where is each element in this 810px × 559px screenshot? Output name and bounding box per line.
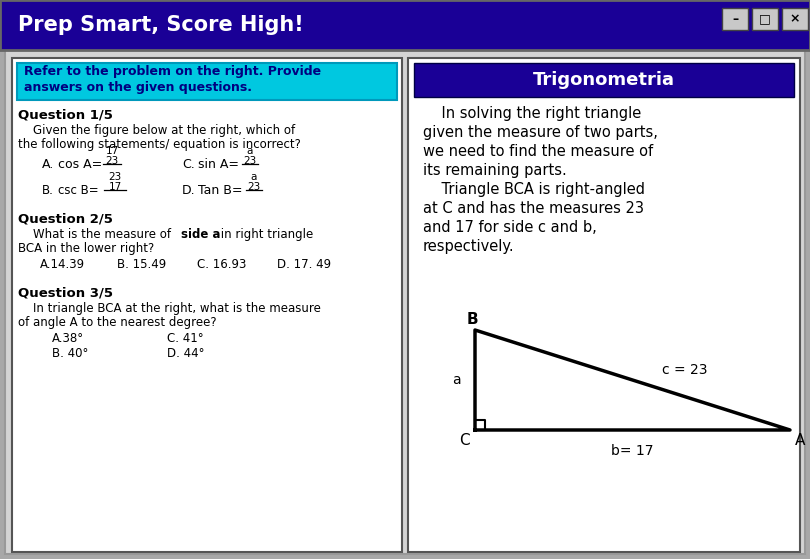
Text: In triangle BCA at the right, what is the measure: In triangle BCA at the right, what is th… [18, 302, 321, 315]
Text: sin A=: sin A= [198, 158, 239, 171]
Text: Question 3/5: Question 3/5 [18, 286, 113, 299]
Text: Prep Smart, Score High!: Prep Smart, Score High! [18, 15, 304, 35]
Bar [0, 0, 810, 50]
Text: the following statements/ equation is incorrect?: the following statements/ equation is in… [18, 138, 301, 151]
Bar [414, 63, 794, 97]
Text: 23: 23 [109, 172, 122, 182]
Text: its remaining parts.: its remaining parts. [423, 163, 567, 178]
Text: D. 44°: D. 44° [167, 347, 204, 360]
Text: 23: 23 [105, 156, 118, 166]
Text: at C and has the measures 23: at C and has the measures 23 [423, 201, 644, 216]
Text: a: a [251, 172, 258, 182]
Text: 17: 17 [105, 146, 118, 156]
Text: 23: 23 [247, 182, 261, 192]
Bar [752, 8, 778, 30]
Text: C.: C. [182, 158, 194, 171]
Text: Trigonometria: Trigonometria [533, 71, 675, 89]
Text: A.38°: A.38° [52, 332, 84, 345]
Text: b= 17: b= 17 [612, 444, 654, 458]
Text: Refer to the problem on the right. Provide: Refer to the problem on the right. Provi… [24, 65, 321, 78]
Text: C. 41°: C. 41° [167, 332, 203, 345]
Text: and 17 for side c and b,: and 17 for side c and b, [423, 220, 597, 235]
Text: a: a [247, 146, 254, 156]
Text: in right triangle: in right triangle [217, 228, 313, 241]
Text: C: C [459, 433, 470, 448]
Bar [408, 58, 800, 552]
Text: Given the figure below at the right, which of: Given the figure below at the right, whi… [18, 124, 295, 137]
Text: of angle A to the nearest degree?: of angle A to the nearest degree? [18, 316, 216, 329]
Text: B. 15.49: B. 15.49 [117, 258, 166, 271]
Text: 23: 23 [243, 156, 257, 166]
Text: BCA in the lower right?: BCA in the lower right? [18, 242, 154, 255]
Text: respectively.: respectively. [423, 239, 514, 254]
Text: 17: 17 [109, 182, 122, 192]
Text: Tan B=: Tan B= [198, 184, 242, 197]
Text: we need to find the measure of: we need to find the measure of [423, 144, 653, 159]
Text: csc B=: csc B= [58, 184, 99, 197]
Text: B.: B. [42, 184, 54, 197]
Text: c = 23: c = 23 [663, 363, 708, 377]
Text: –: – [732, 12, 738, 26]
Text: □: □ [759, 12, 771, 26]
Text: Triangle BCA is right-angled: Triangle BCA is right-angled [423, 182, 645, 197]
Text: side a: side a [181, 228, 220, 241]
Text: D. 17. 49: D. 17. 49 [277, 258, 331, 271]
Text: given the measure of two parts,: given the measure of two parts, [423, 125, 658, 140]
Text: B. 40°: B. 40° [52, 347, 88, 360]
Bar [782, 8, 808, 30]
Text: Question 1/5: Question 1/5 [18, 108, 113, 121]
Bar [12, 58, 402, 552]
Text: What is the measure of: What is the measure of [18, 228, 175, 241]
Text: In solving the right triangle: In solving the right triangle [423, 106, 642, 121]
Text: Question 2/5: Question 2/5 [18, 212, 113, 225]
Text: A.: A. [42, 158, 54, 171]
Text: ×: × [790, 12, 800, 26]
Text: D.: D. [182, 184, 196, 197]
Bar [722, 8, 748, 30]
Text: A: A [795, 433, 805, 448]
Text: A.14.39: A.14.39 [40, 258, 85, 271]
Text: cos A=: cos A= [58, 158, 102, 171]
Text: B: B [467, 312, 478, 327]
Text: a: a [452, 373, 461, 387]
Text: answers on the given questions.: answers on the given questions. [24, 81, 252, 94]
Bar [17, 63, 397, 100]
Text: C. 16.93: C. 16.93 [197, 258, 246, 271]
